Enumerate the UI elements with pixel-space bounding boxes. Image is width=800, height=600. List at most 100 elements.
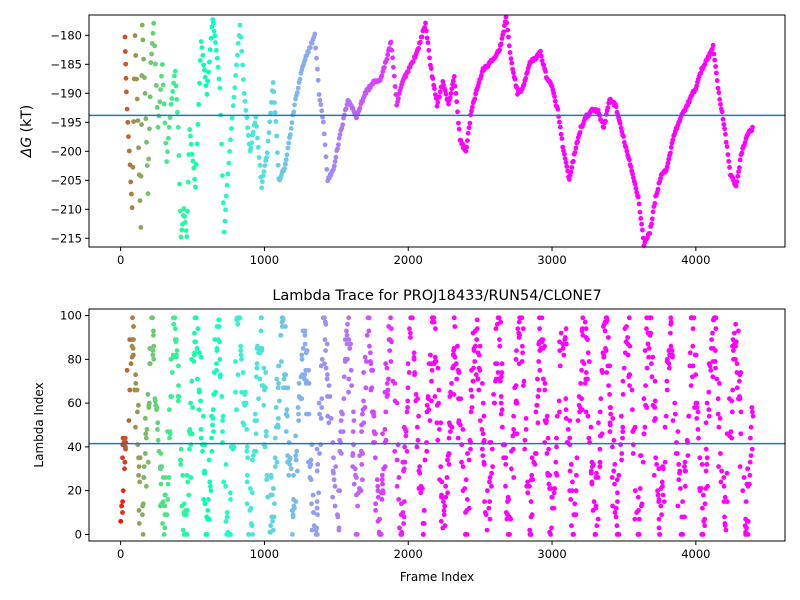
lambda-point: [371, 413, 377, 419]
trace-point: [440, 79, 446, 84]
lambda-point: [687, 350, 693, 356]
trace-point: [272, 100, 277, 105]
lambda-point: [264, 477, 270, 483]
lambda-point: [348, 341, 353, 347]
lambda-point: [170, 315, 176, 321]
lambda-point: [676, 462, 682, 467]
trace-point: [389, 47, 395, 53]
lambda-point: [164, 512, 170, 518]
lambda-point: [713, 315, 719, 321]
trace-point: [452, 83, 458, 89]
lambda-point: [477, 343, 483, 349]
lambda-point: [362, 405, 368, 410]
lambda-point: [309, 501, 314, 507]
lambda-point: [219, 394, 225, 399]
trace-point: [713, 64, 718, 69]
lambda-point: [178, 446, 184, 452]
lambda-point: [540, 337, 546, 342]
trace-point: [465, 138, 470, 144]
lambda-point: [520, 326, 526, 332]
lambda-point: [354, 475, 359, 480]
lambda-point: [428, 352, 433, 358]
lambda-point: [244, 427, 250, 432]
lambda-point: [277, 398, 282, 404]
trace-point: [719, 109, 725, 115]
lambda-point: [271, 514, 277, 520]
lambda-point: [718, 451, 723, 456]
lambda-point: [281, 376, 287, 382]
lambda-point: [361, 420, 367, 426]
lambda-point: [627, 343, 633, 349]
trace-point: [215, 64, 221, 70]
trace-point: [193, 184, 198, 190]
lambda-point: [546, 481, 552, 487]
lambda-point: [322, 361, 327, 367]
lambda-point: [655, 492, 661, 498]
trace-point: [238, 34, 244, 40]
lambda-point: [733, 343, 738, 349]
lambda-point: [649, 374, 655, 380]
lambda-point: [514, 431, 520, 437]
lambda-point: [485, 488, 490, 494]
lambda-point: [645, 341, 651, 347]
lambda-point: [432, 354, 438, 360]
lambda-point: [612, 481, 617, 487]
lambda-point: [487, 479, 492, 485]
lambda-point: [597, 409, 603, 415]
lambda-point: [632, 488, 638, 494]
lambda-point: [595, 475, 601, 480]
lambda-point: [519, 359, 525, 364]
lambda-point: [465, 451, 470, 456]
trace-point: [655, 186, 661, 192]
lambda-point: [635, 494, 641, 500]
lambda-point: [351, 418, 357, 423]
trace-point: [467, 120, 473, 126]
lambda-point: [749, 446, 755, 452]
trace-point: [242, 98, 248, 104]
lambda-point: [503, 462, 509, 467]
trace-point: [283, 157, 289, 163]
trace-point: [161, 101, 167, 107]
lambda-point: [233, 359, 238, 364]
trace-point: [143, 116, 149, 122]
lambda-point: [484, 527, 490, 533]
trace-point: [138, 173, 144, 179]
lambda-point: [597, 464, 603, 469]
lambda-point: [195, 326, 201, 332]
lambda-point: [388, 315, 393, 321]
trace-point: [134, 96, 140, 102]
lambda-point: [218, 372, 223, 378]
lambda-point: [137, 479, 143, 485]
lambda-point: [697, 486, 703, 491]
lambda-point: [685, 453, 691, 458]
trace-point: [179, 227, 185, 233]
lambda-point: [563, 396, 569, 402]
lambda-point: [389, 326, 394, 332]
lambda-point: [435, 437, 441, 443]
lambda-point: [494, 321, 500, 327]
trace-point: [432, 86, 437, 91]
lambda-point: [693, 372, 699, 378]
lambda-point: [324, 376, 330, 382]
trace-point: [184, 234, 190, 240]
lambda-point: [597, 459, 603, 465]
lambda-point: [647, 332, 653, 338]
trace-point: [560, 144, 566, 150]
lambda-point: [436, 387, 442, 393]
lambda-point: [317, 451, 322, 456]
top-y-axis-label: ΔG (kT): [19, 105, 35, 158]
lambda-point: [455, 367, 461, 373]
lambda-point: [668, 315, 674, 321]
lambda-point: [432, 394, 438, 399]
lambda-point: [707, 363, 713, 369]
lambda-point: [660, 466, 666, 472]
lambda-point: [705, 483, 710, 489]
lambda-point: [744, 525, 749, 531]
lambda-point: [154, 405, 160, 410]
lambda-point: [563, 326, 569, 332]
lambda-point: [580, 332, 586, 338]
lambda-point: [238, 343, 244, 349]
top-scatter-series: [122, 14, 755, 249]
trace-point: [254, 123, 259, 129]
lambda-point: [499, 370, 505, 375]
